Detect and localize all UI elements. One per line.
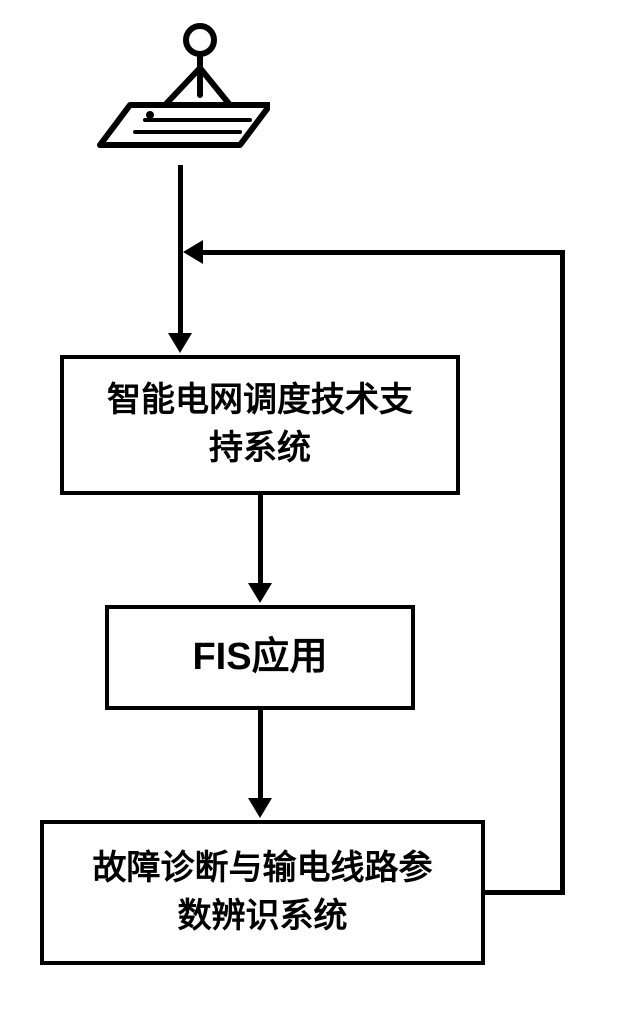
- edge-feedback-seg1: [485, 890, 565, 895]
- node-fis-app-label: FIS应用: [192, 631, 327, 684]
- edge-box1-to-box2-head: [248, 583, 272, 603]
- edge-feedback-seg3: [203, 250, 565, 255]
- edge-box2-to-box3-head: [248, 798, 272, 818]
- edge-box2-to-box3: [258, 710, 263, 800]
- node-fault-diagnosis-line2: 数辨识系统: [93, 893, 433, 941]
- node-smart-grid-dispatch-line1: 智能电网调度技术支: [107, 377, 413, 425]
- operator-at-console-icon: [90, 20, 270, 175]
- edge-operator-to-box1-head: [168, 333, 192, 353]
- edge-box1-to-box2: [258, 495, 263, 585]
- edge-feedback-head: [183, 240, 203, 264]
- node-fault-diagnosis-line1: 故障诊断与输电线路参: [93, 845, 433, 893]
- node-fault-diagnosis: 故障诊断与输电线路参 数辨识系统: [40, 820, 485, 965]
- node-fis-app: FIS应用: [105, 605, 415, 710]
- node-smart-grid-dispatch-line2: 持系统: [107, 425, 413, 473]
- edge-feedback-seg2: [560, 250, 565, 895]
- node-smart-grid-dispatch: 智能电网调度技术支 持系统: [60, 355, 460, 495]
